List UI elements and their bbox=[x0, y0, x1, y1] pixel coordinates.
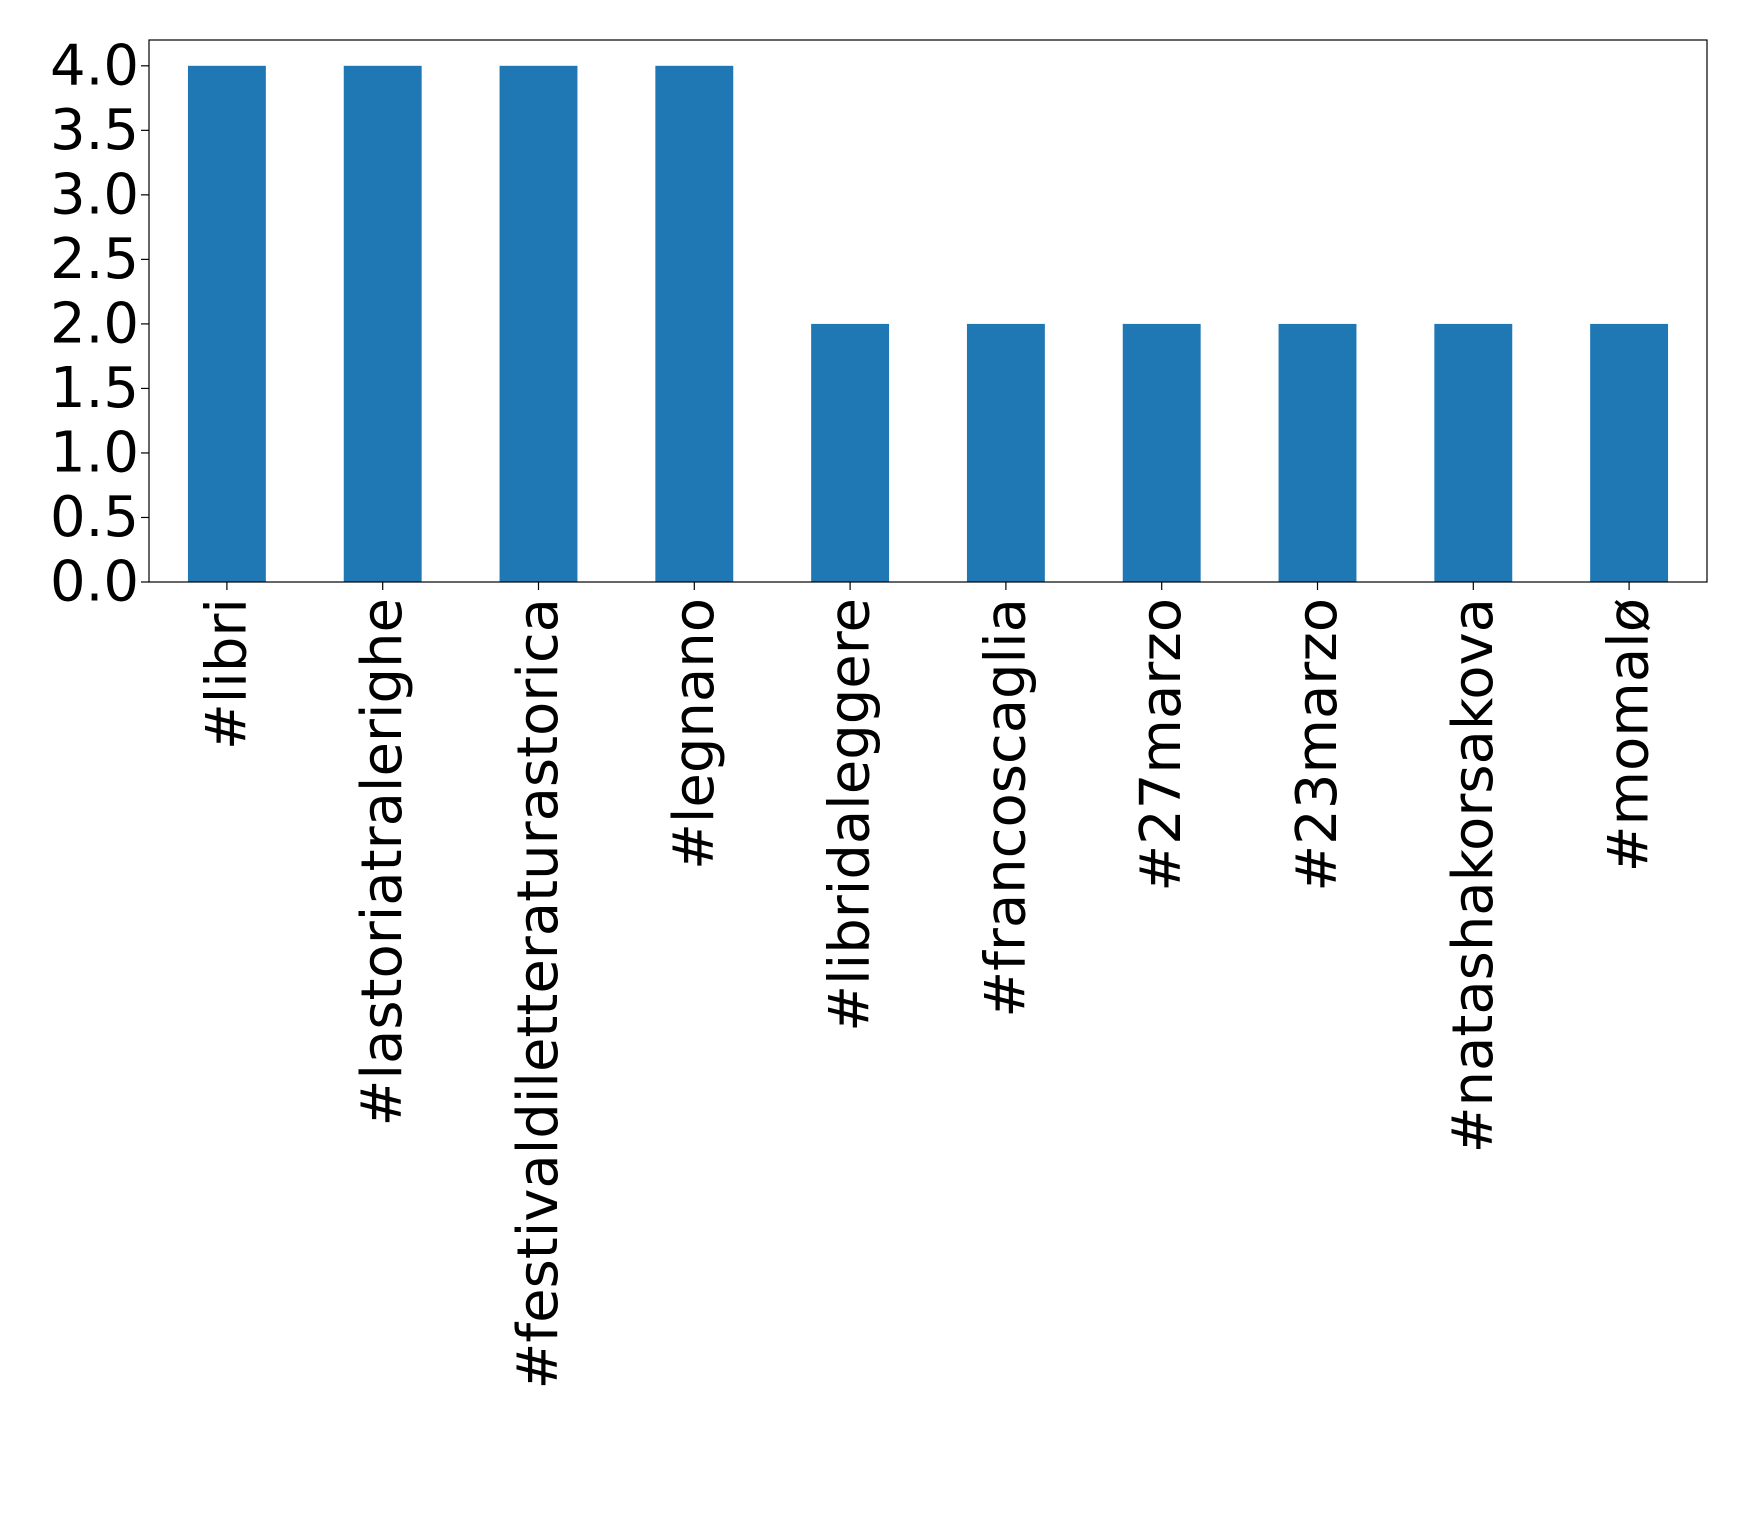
y-tick-label-4: 2.0 bbox=[50, 291, 139, 356]
bar-7 bbox=[1278, 323, 1357, 582]
axes-layer bbox=[148, 39, 1708, 583]
plot-frame bbox=[148, 39, 1708, 583]
bar-3 bbox=[655, 65, 734, 582]
x-tick-label-7: #23marzo bbox=[1285, 598, 1350, 892]
y-tick-label-1: 0.5 bbox=[50, 485, 139, 550]
x-tick-label-8: #natashakorsakova bbox=[1441, 598, 1506, 1153]
bar-1 bbox=[343, 65, 422, 582]
x-tick-label-0: #libri bbox=[194, 598, 259, 750]
y-tick-label-5: 2.5 bbox=[50, 227, 139, 292]
bars-layer bbox=[187, 65, 1669, 582]
y-tick-label-6: 3.0 bbox=[50, 162, 139, 227]
x-tick-label-2: #festivaldiletteraturastorica bbox=[506, 598, 571, 1390]
x-tick-label-9: #momalø bbox=[1597, 598, 1662, 872]
bar-9 bbox=[1590, 323, 1669, 582]
x-tick-label-4: #libridaleggere bbox=[818, 598, 883, 1032]
y-tick-label-3: 1.5 bbox=[50, 356, 139, 421]
bar-5 bbox=[966, 323, 1045, 582]
x-tick-label-6: #27marzo bbox=[1129, 598, 1194, 892]
y-tick-label-8: 4.0 bbox=[50, 33, 139, 98]
x-axis-ticks: #libri #lastoriatralerighe #festivaldilett… bbox=[194, 582, 1662, 1390]
y-tick-label-7: 3.5 bbox=[50, 98, 139, 163]
x-tick-label-3: #legnano bbox=[662, 598, 727, 870]
x-tick-label-5: #francoscaglia bbox=[973, 598, 1038, 1018]
bar-8 bbox=[1434, 323, 1513, 582]
bar-2 bbox=[499, 65, 578, 582]
y-tick-label-2: 1.0 bbox=[50, 420, 139, 485]
x-tick-label-1: #lastoriatralerighe bbox=[350, 598, 415, 1126]
bar-4 bbox=[811, 323, 890, 582]
y-tick-label-0: 0.0 bbox=[50, 550, 139, 615]
bar-6 bbox=[1122, 323, 1201, 582]
y-axis-ticks: 0.00.51.01.52.02.53.03.54.0 bbox=[50, 33, 149, 615]
bar-0 bbox=[187, 65, 266, 582]
